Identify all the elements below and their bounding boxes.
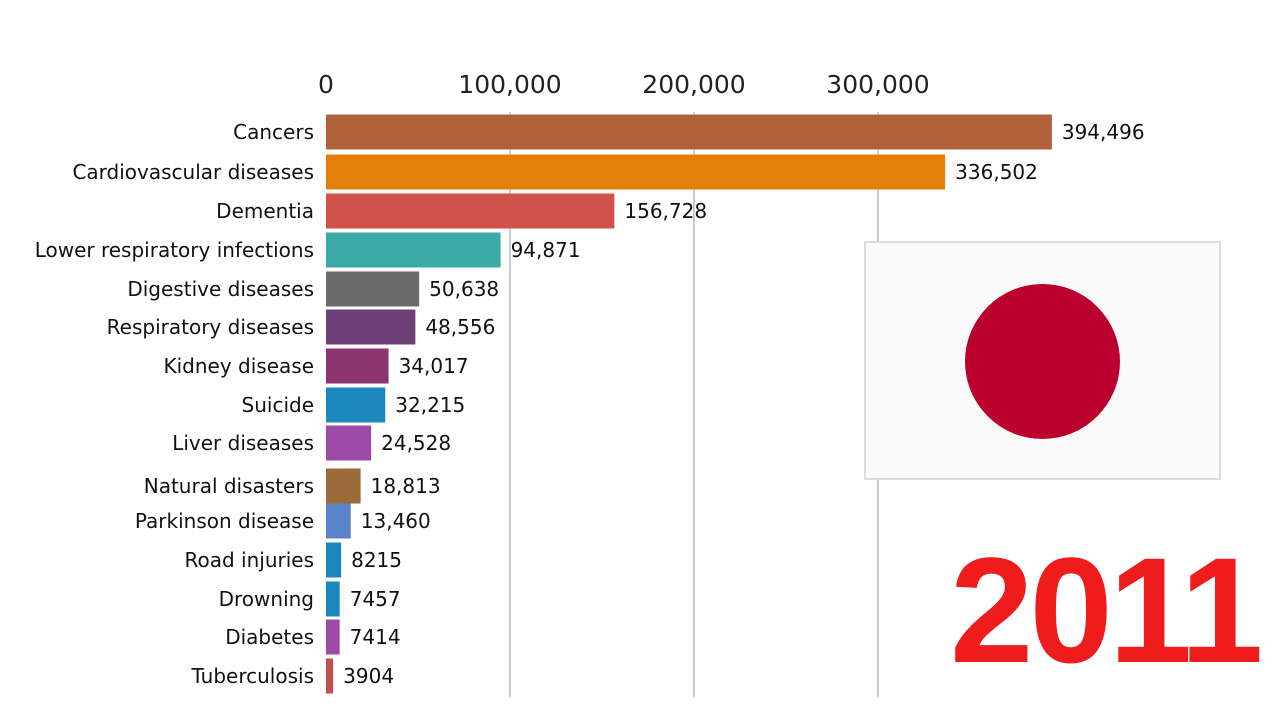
- value-label: 18,813: [371, 474, 441, 498]
- x-tick-label: 200,000: [642, 70, 745, 99]
- category-label: Diabetes: [225, 625, 314, 649]
- bar: [326, 425, 372, 461]
- bar: [326, 348, 389, 384]
- x-tick-label: 0: [318, 70, 334, 99]
- value-label: 394,496: [1062, 120, 1145, 144]
- value-label: 7457: [350, 587, 401, 611]
- japan-flag: [864, 241, 1221, 480]
- value-label: 3904: [343, 664, 394, 688]
- value-label: 156,728: [624, 199, 707, 223]
- value-label: 48,556: [425, 315, 495, 339]
- bar: [326, 387, 386, 423]
- value-label: 94,871: [511, 238, 581, 262]
- category-label: Parkinson disease: [135, 509, 314, 533]
- bar: [326, 309, 416, 345]
- category-label: Drowning: [219, 587, 314, 611]
- value-label: 7414: [350, 625, 401, 649]
- x-tick-label: 300,000: [826, 70, 929, 99]
- value-label: 8215: [351, 548, 402, 572]
- category-label: Suicide: [242, 393, 314, 417]
- value-label: 24,528: [381, 431, 451, 455]
- flag-red-disc: [965, 284, 1120, 439]
- category-label: Natural disasters: [144, 474, 314, 498]
- value-label: 34,017: [399, 354, 469, 378]
- category-label: Kidney disease: [164, 354, 315, 378]
- value-label: 50,638: [429, 277, 499, 301]
- bar: [326, 542, 342, 578]
- bar: [326, 503, 351, 539]
- bar: [326, 232, 501, 268]
- bar: [326, 658, 334, 694]
- value-label: 336,502: [955, 160, 1038, 184]
- category-label: Road injuries: [184, 548, 314, 572]
- category-label: Tuberculosis: [191, 664, 315, 688]
- category-label: Cardiovascular diseases: [72, 160, 314, 184]
- category-label: Cancers: [233, 120, 314, 144]
- year-label: 2011: [950, 526, 1263, 694]
- bar: [326, 619, 340, 655]
- x-axis-ticks: 0 100,000 200,000 300,000: [318, 70, 930, 99]
- bar: [326, 581, 340, 617]
- value-label: 32,215: [395, 393, 465, 417]
- category-label: Liver diseases: [172, 431, 314, 455]
- bar: [326, 114, 1052, 150]
- bar: [326, 154, 946, 190]
- bar: [326, 271, 420, 307]
- x-tick-label: 100,000: [458, 70, 561, 99]
- value-label: 13,460: [361, 509, 431, 533]
- category-label: Lower respiratory infections: [35, 238, 314, 262]
- bar: [326, 468, 361, 504]
- category-label: Respiratory diseases: [107, 315, 314, 339]
- category-label: Dementia: [216, 199, 314, 223]
- bar: [326, 193, 615, 229]
- bars: Cancers 394,496 Cardiovascular diseases 336…: [35, 114, 1145, 694]
- category-label: Digestive diseases: [127, 277, 314, 301]
